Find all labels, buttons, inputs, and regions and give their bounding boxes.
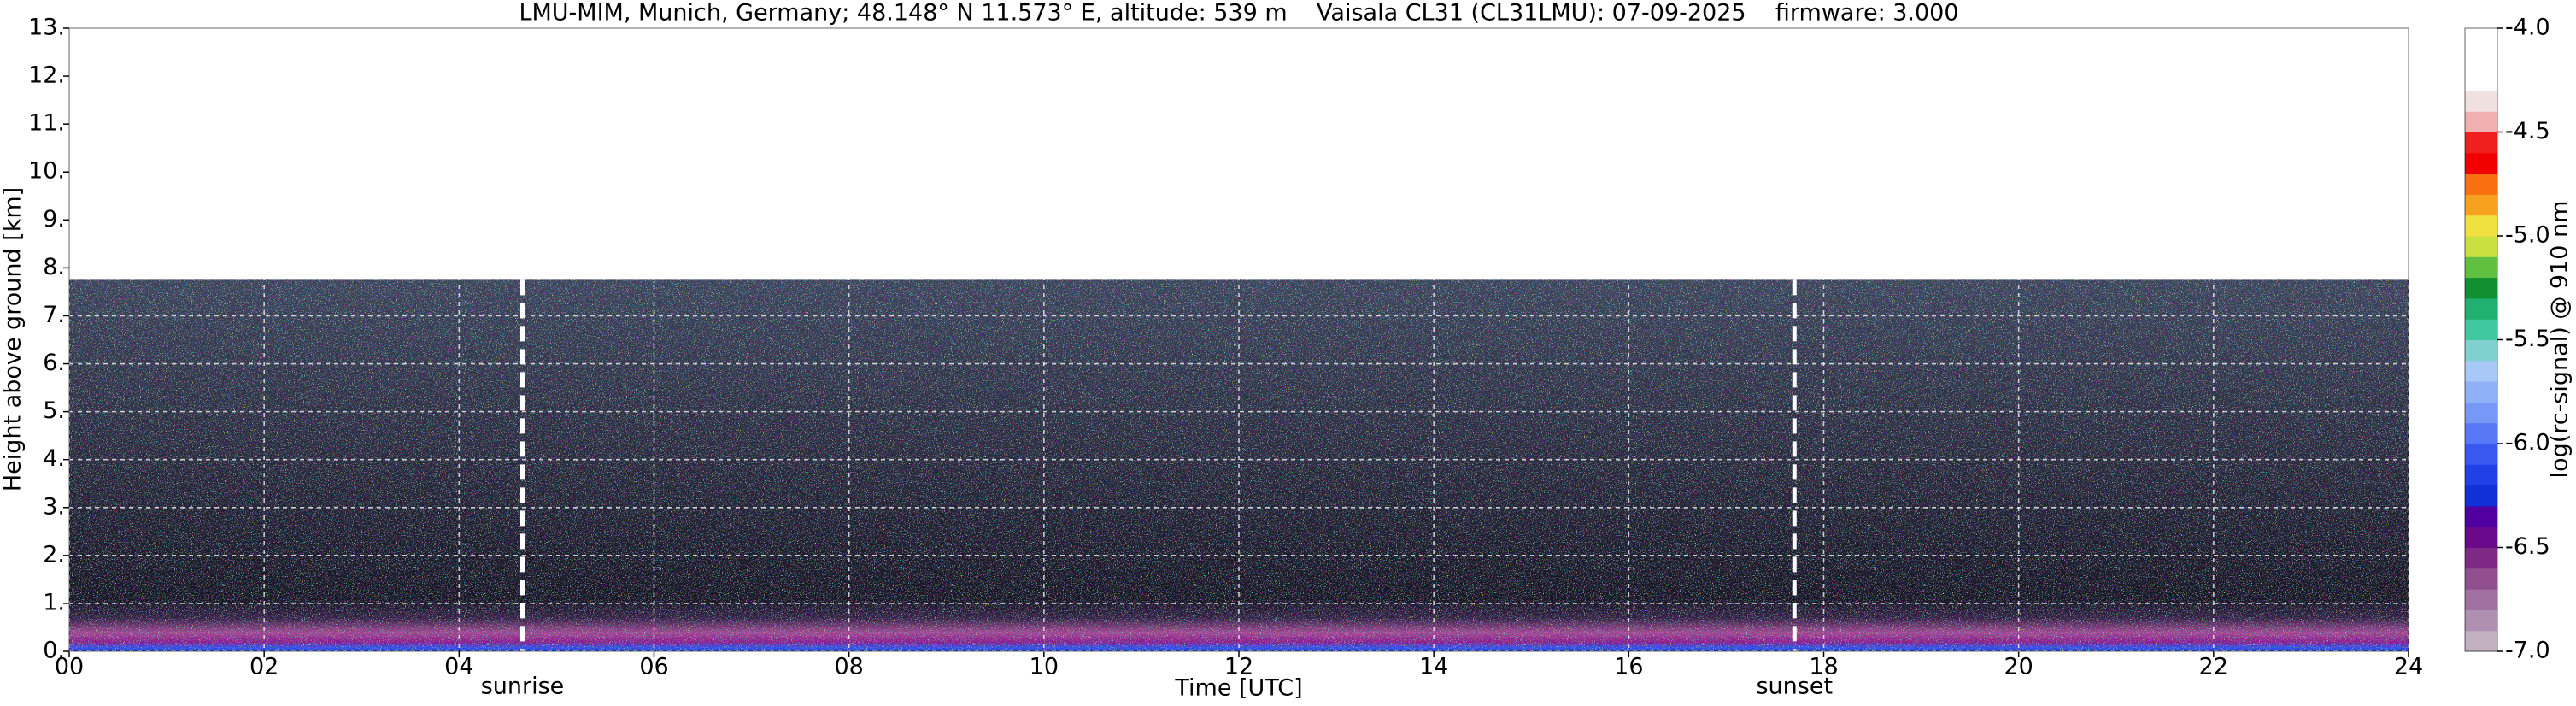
colorbar-tick-label: -7.0 [2505, 638, 2550, 664]
y-tick-label: 12. [28, 62, 65, 89]
colorbar-level [2465, 132, 2497, 154]
x-axis-label: Time [UTC] [1174, 675, 1302, 702]
y-tick-label: 6. [43, 350, 65, 376]
colorbar-level [2465, 422, 2497, 444]
annotation-label: sunrise [481, 674, 565, 700]
colorbar-level [2465, 609, 2497, 632]
annotation-label: sunset [1756, 674, 1833, 700]
colorbar-level [2465, 111, 2497, 132]
colorbar-level [2465, 236, 2497, 257]
x-tick-label: 22 [2199, 654, 2228, 680]
y-tick-label: 5. [43, 397, 65, 424]
x-tick-label: 10 [1030, 654, 1059, 680]
x-tick-label: 16 [1614, 654, 1643, 680]
colorbar-level [2465, 464, 2497, 486]
colorbar-tick-label: -5.0 [2505, 222, 2550, 249]
y-tick-label: 8. [43, 254, 65, 280]
y-tick-label: 0. [43, 638, 65, 664]
y-tick-label: 7. [43, 302, 65, 328]
y-tick-label: 2. [43, 541, 65, 568]
colorbar-level [2465, 589, 2497, 610]
colorbar-level [2465, 360, 2497, 382]
x-tick-label: 08 [834, 654, 863, 680]
colorbar-level [2465, 505, 2497, 527]
x-tick-label: 18 [1809, 654, 1838, 680]
y-axis-label: Height above ground [km] [0, 187, 26, 491]
colorbar-tick-label: -4.5 [2505, 118, 2550, 144]
x-tick-label: 04 [444, 654, 473, 680]
colorbar-level [2465, 28, 2497, 50]
x-tick-label: 02 [249, 654, 279, 680]
colorbar-level [2465, 568, 2497, 590]
x-tick-label: 12 [1224, 654, 1253, 680]
y-tick-label: 13. [28, 15, 65, 41]
x-tick-label: 24 [2394, 654, 2423, 680]
plot-frame [68, 27, 2409, 652]
colorbar-level [2465, 49, 2497, 71]
colorbar-level [2465, 444, 2497, 465]
chart-title: LMU-MIM, Munich, Germany; 48.148° N 11.5… [519, 0, 1958, 26]
colorbar-level [2465, 630, 2497, 652]
colorbar-level [2465, 547, 2497, 569]
colorbar-level [2465, 381, 2497, 403]
colorbar-tick-label: -4.0 [2505, 15, 2550, 41]
y-tick-label: 10. [28, 158, 65, 185]
colorbar-tick-label: -6.5 [2505, 533, 2550, 560]
colorbar-tick-label: -6.0 [2505, 430, 2550, 456]
colorbar-level [2465, 194, 2497, 216]
colorbar-level [2465, 152, 2497, 174]
colorbar-level [2465, 319, 2497, 340]
x-tick-label: 20 [2004, 654, 2033, 680]
colorbar-level [2465, 174, 2497, 195]
colorbar-level [2465, 402, 2497, 424]
y-tick-label: 3. [43, 493, 65, 520]
colorbar-level [2465, 215, 2497, 237]
colorbar-level [2465, 277, 2497, 299]
x-tick-label: 06 [639, 654, 668, 680]
y-tick-label: 9. [43, 206, 65, 232]
colorbar-level [2465, 90, 2497, 112]
y-tick-label: 1. [43, 589, 65, 615]
x-tick-label: 14 [1419, 654, 1448, 680]
colorbar-level [2465, 339, 2497, 362]
colorbar-level [2465, 256, 2497, 279]
colorbar-label: log(rc-signal) @ 910 nm [2547, 201, 2573, 479]
colorbar-level [2465, 485, 2497, 507]
colorbar-level [2465, 527, 2497, 548]
colorbar-level [2465, 69, 2497, 91]
y-tick-label: 11. [28, 110, 65, 137]
colorbar-tick-label: -5.5 [2505, 326, 2550, 352]
colorbar-level [2465, 297, 2497, 320]
x-tick-label: 00 [55, 654, 84, 680]
y-tick-label: 4. [43, 445, 65, 472]
